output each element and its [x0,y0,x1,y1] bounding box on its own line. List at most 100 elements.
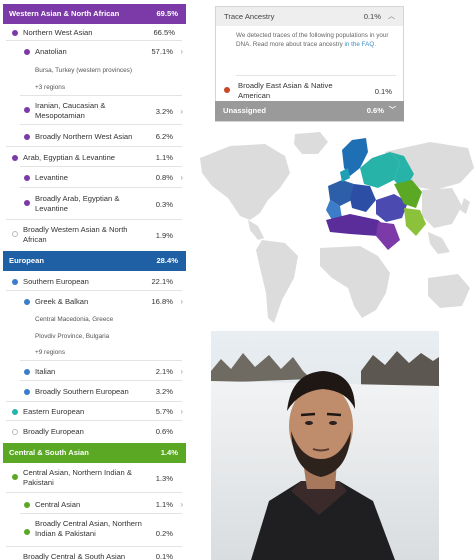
region-percent: 0.1% [155,552,173,560]
color-dot-icon [24,107,30,113]
region-label: Broadly Central Asian, Northern Indian &… [35,519,142,538]
divider [20,360,182,361]
group-percent: 28.4% [156,256,178,265]
group-header-central-south-asian[interactable]: Central & South Asian 1.4% [3,443,186,463]
world-landmass [200,132,474,323]
region-percent: 0.6% [155,427,173,436]
region-label: Eastern European [23,407,85,416]
color-dot-icon [224,87,230,93]
region-percent: 0.8% [155,173,173,182]
region-label: Broadly Southern European [35,387,129,396]
group-header-western-asian[interactable]: Western Asian & North African 69.5% [3,4,186,24]
color-dot-icon [24,134,30,140]
region-percent: 1.3% [155,474,173,483]
group-header-european[interactable]: European 28.4% [3,251,186,271]
chevron-right-icon[interactable]: › [180,173,183,182]
divider [6,546,182,547]
chevron-right-icon[interactable]: › [180,407,183,416]
divider [6,40,182,41]
divider [20,380,182,381]
chevron-right-icon[interactable]: › [180,107,183,116]
group-label: European [9,256,45,265]
color-dot-icon [24,529,30,535]
trace-ancestry-header[interactable]: Trace Ancestry 0.1% ︿ [216,7,403,26]
divider [20,124,182,125]
region-percent: 2.1% [155,367,173,376]
region-label: Iranian, Caucasian & Mesopotamian [35,101,106,120]
subregion-label: Central Macedonia, Greece [35,316,114,323]
color-dot-icon [24,49,30,55]
color-dot-icon [12,279,18,285]
divider [20,513,182,514]
region-percent: 57.1% [151,47,173,56]
chevron-right-icon[interactable]: › [180,297,183,306]
region-percent: 6.2% [155,132,173,141]
profile-photo [211,331,439,560]
divider [6,219,182,220]
color-dot-icon [12,474,18,480]
group-label: Western Asian & North African [9,9,120,18]
faq-link[interactable]: in the FAQ. [344,41,377,48]
region-label: Broadly European [23,427,84,436]
unassigned-row[interactable]: Unassigned 0.6% ﹀ [215,101,404,121]
region-label: Broadly Northern West Asian [35,132,133,141]
color-dot-icon [12,429,18,435]
region-label: Central Asian, Northern Indian & Pakista… [23,468,132,487]
divider [6,290,182,291]
region-label: Central Asian [35,500,81,509]
more-regions-link[interactable]: +3 regions [35,84,66,91]
chevron-right-icon[interactable]: › [180,367,183,376]
region-label: Broadly Central & South Asian [23,552,126,560]
more-regions-link[interactable]: +9 regions [35,349,66,356]
group-label: Central & South Asian [9,448,89,457]
chevron-right-icon[interactable]: › [180,47,183,56]
divider [20,166,182,167]
trace-item-percent: 0.1% [374,87,392,96]
chevron-up-icon[interactable]: ︿ [388,13,395,20]
group-percent: 1.4% [160,448,178,457]
ancestry-composition-list: Western Asian & North African 69.5% Nort… [0,0,187,560]
color-dot-icon [12,231,18,237]
region-label: Levantine [35,173,68,182]
divider [20,187,182,188]
unassigned-label: Unassigned [223,106,267,115]
region-label: Broadly Western Asian & North African [23,225,128,244]
region-label: Northern West Asian [23,28,93,37]
region-percent: 1.1% [155,500,173,509]
color-dot-icon [12,155,18,161]
divider [20,95,182,96]
color-dot-icon [24,200,30,206]
divider [236,75,396,76]
region-percent: 0.3% [155,200,173,209]
region-label: Southern European [23,277,89,286]
color-dot-icon [24,175,30,181]
region-percent: 1.1% [155,153,173,162]
color-dot-icon [12,30,18,36]
region-percent: 0.2% [155,529,173,538]
color-dot-icon [24,369,30,375]
region-label: Greek & Balkan [35,297,89,306]
trace-description-text: We detected traces of the following popu… [236,32,389,48]
color-dot-icon [24,299,30,305]
region-percent: 5.7% [155,407,173,416]
chevron-down-icon[interactable]: ﹀ [389,107,396,114]
chevron-right-icon[interactable]: › [180,500,183,509]
color-dot-icon [12,409,18,415]
trace-ancestry-percent: 0.1% [363,12,381,21]
region-percent: 3.2% [155,387,173,396]
color-dot-icon [24,389,30,395]
divider [6,420,182,421]
region-percent: 22.1% [151,277,173,286]
region-percent: 16.8% [151,297,173,306]
highlighted-regions [326,138,426,250]
group-percent: 69.5% [156,9,178,18]
region-percent: 3.2% [155,107,173,116]
region-label: Italian [35,367,56,376]
ancestry-world-map[interactable] [190,128,474,330]
region-label: Arab, Egyptian & Levantine [23,153,116,162]
trace-ancestry-title: Trace Ancestry [224,12,275,21]
divider [6,492,182,493]
trace-item-label: Broadly East Asian & Native American [238,81,333,100]
region-percent: 66.5% [153,28,175,37]
region-label: Broadly Arab, Egyptian & Levantine [35,194,120,213]
